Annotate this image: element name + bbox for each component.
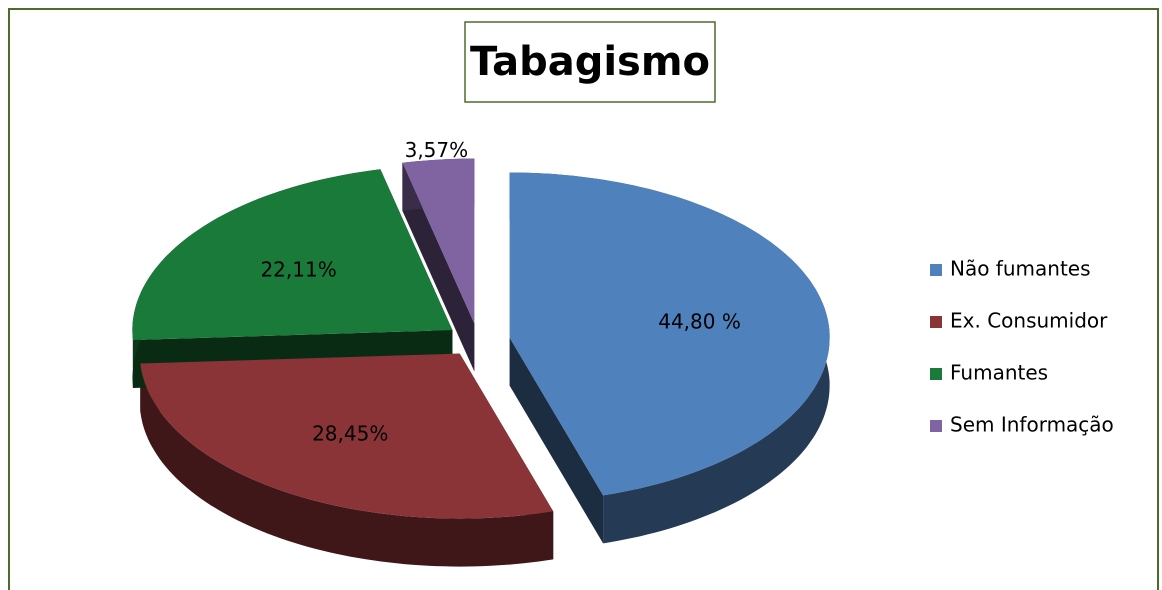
value-label: 22,11% [260, 257, 336, 281]
legend-label: Não fumantes [950, 257, 1091, 281]
chart-title: Tabagismo [470, 39, 710, 85]
value-label: 3,57% [405, 138, 469, 162]
legend-swatch [930, 316, 942, 328]
legend-swatch [930, 420, 942, 432]
legend-swatch [930, 368, 942, 380]
slice-tops [132, 158, 830, 519]
title-box [464, 21, 716, 103]
slice-side [509, 337, 604, 544]
legend-swatch [930, 264, 942, 276]
slice [402, 158, 475, 324]
legend-label: Ex. Consumidor [950, 309, 1108, 333]
slice-side [402, 162, 475, 372]
legend-label: Sem Informação [950, 413, 1114, 437]
value-label: 44,80 % [658, 309, 741, 333]
chart-frame [8, 8, 1159, 590]
legend-label: Fumantes [950, 361, 1048, 385]
slice [132, 169, 453, 340]
slice-wall [140, 363, 554, 567]
slice [509, 172, 830, 496]
value-label: 28,45% [312, 421, 388, 445]
slice [140, 353, 554, 519]
